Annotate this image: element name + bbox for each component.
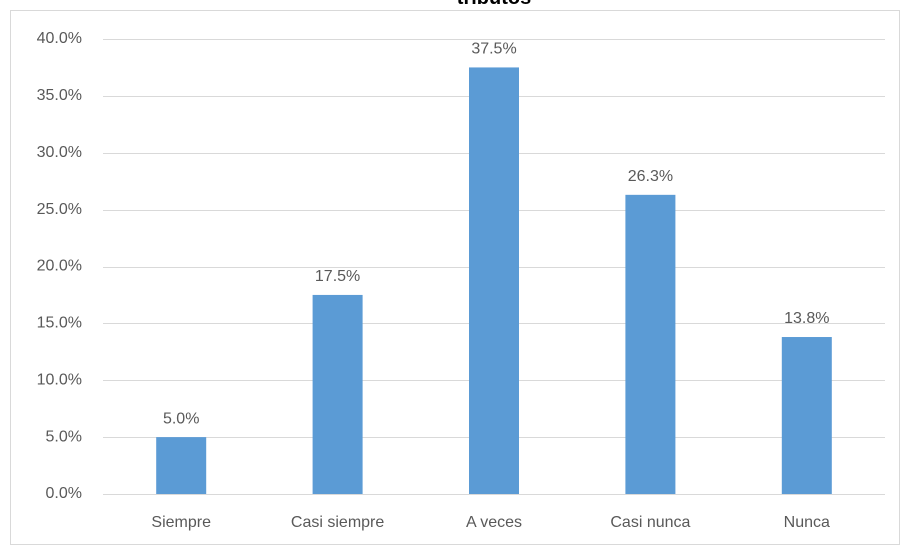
- data-label: 13.8%: [784, 310, 829, 327]
- x-tick-label: Nunca: [784, 514, 830, 531]
- chart-title: tributos: [457, 0, 531, 9]
- y-tick-label: 30.0%: [37, 144, 82, 161]
- x-tick-label: Casi nunca: [610, 514, 690, 531]
- data-label: 37.5%: [471, 41, 516, 58]
- x-tick-label: Casi siempre: [291, 514, 384, 531]
- y-tick-label: 10.0%: [37, 371, 82, 388]
- y-tick-label: 0.0%: [46, 485, 82, 502]
- bar: [781, 337, 832, 494]
- y-tick-label: 5.0%: [46, 428, 82, 445]
- data-label: 26.3%: [628, 168, 673, 185]
- y-tick-label: 35.0%: [37, 87, 82, 104]
- bar: [625, 194, 676, 494]
- y-tick-label: 20.0%: [37, 258, 82, 275]
- data-label: 5.0%: [163, 410, 199, 427]
- y-tick-label: 40.0%: [37, 30, 82, 47]
- bar: [156, 437, 207, 494]
- y-tick-label: 25.0%: [37, 201, 82, 218]
- y-tick-label: 15.0%: [37, 315, 82, 332]
- bar: [469, 67, 519, 494]
- x-tick-label: Siempre: [151, 514, 211, 531]
- bar: [312, 294, 363, 494]
- x-tick-label: A veces: [466, 514, 522, 531]
- data-label: 17.5%: [315, 268, 360, 285]
- chart-frame: [10, 10, 900, 545]
